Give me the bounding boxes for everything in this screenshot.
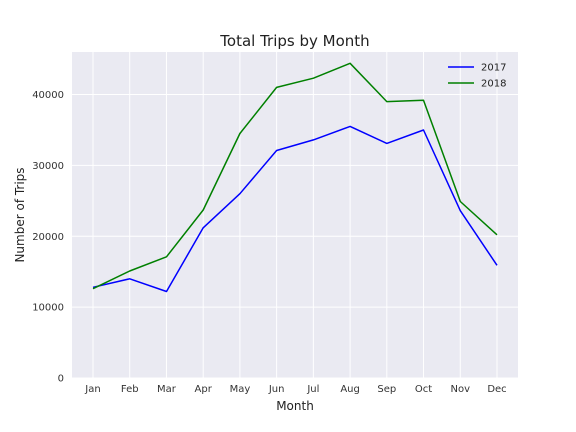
legend-label-2017: 2017 (481, 63, 506, 74)
legend: 2017 2018 (448, 63, 506, 90)
x-tick-label: Apr (195, 384, 213, 395)
grid-lines (72, 52, 518, 379)
x-axis-label: Month (276, 399, 314, 413)
x-tick-label: Aug (340, 384, 360, 395)
y-tick-label: 40000 (32, 90, 64, 101)
x-tick-label: Dec (487, 384, 506, 395)
y-tick-label: 20000 (32, 232, 64, 243)
x-tick-label: Jul (306, 384, 319, 395)
y-tick-labels: 0 10000 20000 30000 40000 (32, 90, 64, 384)
y-tick-label: 10000 (32, 303, 64, 314)
legend-label-2018: 2018 (481, 79, 506, 90)
y-tick-label: 0 (58, 374, 64, 385)
series-line-2017 (92, 125, 498, 293)
x-tick-label: Sep (377, 384, 396, 395)
chart-title: Total Trips by Month (219, 32, 369, 50)
x-tick-labels: Jan Feb Mar Apr May Jun Jul Aug Sep Oct Nov Dec (84, 384, 506, 395)
x-tick-label: Mar (157, 384, 177, 395)
series-line-2018 (92, 62, 498, 290)
y-axis-label: Number of Trips (13, 167, 27, 262)
x-tick-label: May (230, 384, 251, 395)
x-tick-label: Jan (84, 384, 100, 395)
y-tick-label: 30000 (32, 161, 64, 172)
plot-background (72, 52, 518, 378)
x-tick-label: Oct (415, 384, 432, 395)
series-layer (92, 62, 498, 293)
x-tick-label: Feb (121, 384, 139, 395)
x-tick-label: Nov (451, 384, 471, 395)
x-tick-label: Jun (268, 384, 285, 395)
